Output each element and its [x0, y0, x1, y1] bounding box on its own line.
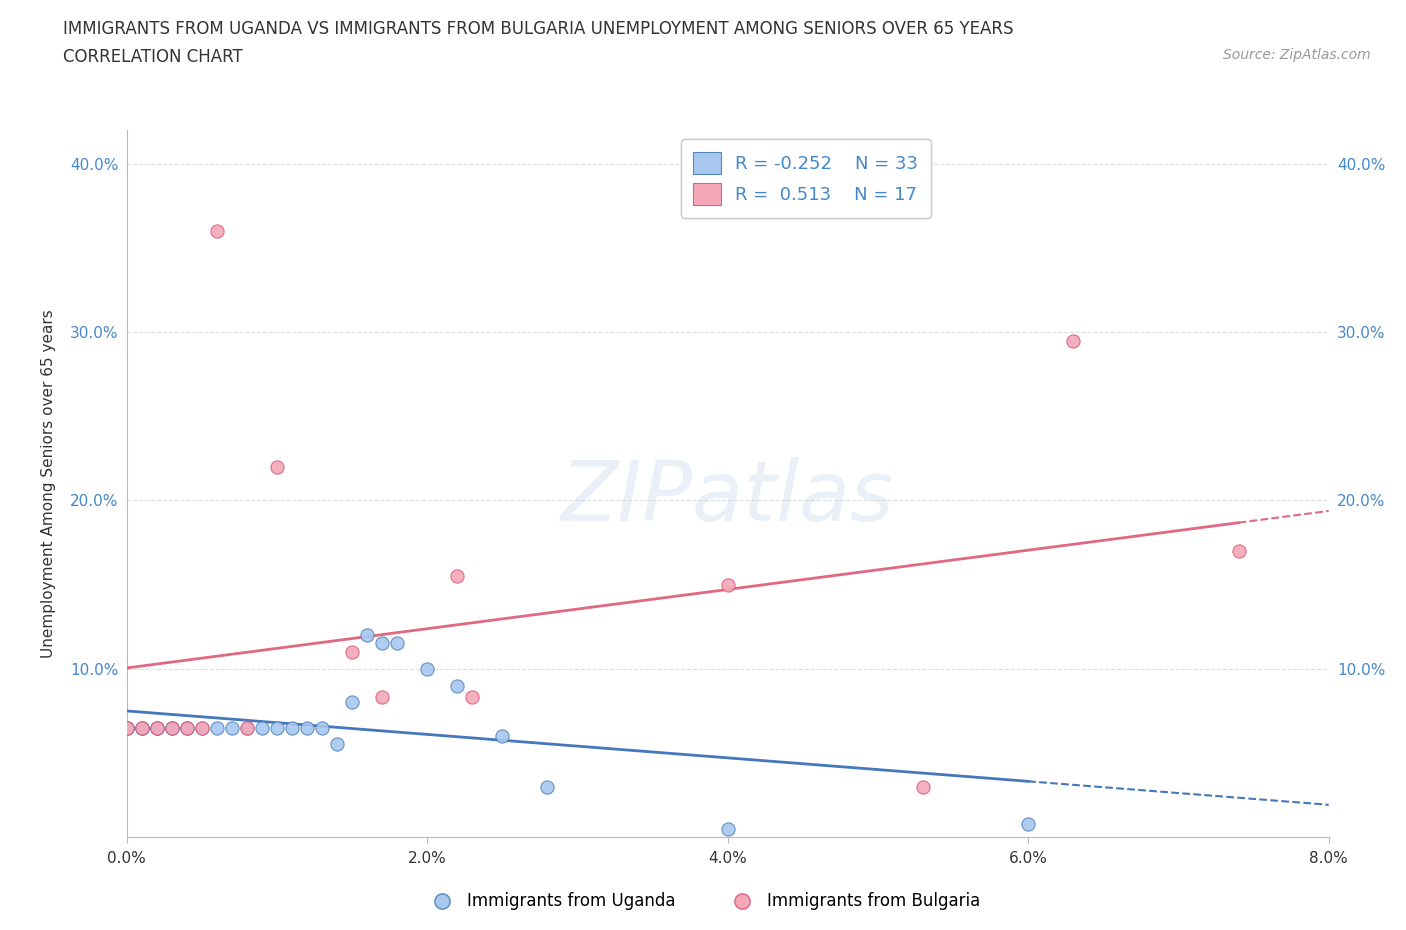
- Point: [356, 628, 378, 643]
- Point: [1017, 817, 1039, 831]
- Point: [266, 459, 288, 474]
- Point: [160, 720, 183, 735]
- Point: [250, 720, 273, 735]
- Point: [190, 720, 212, 735]
- Point: [176, 720, 198, 735]
- Point: [281, 720, 304, 735]
- Point: [461, 690, 484, 705]
- Point: [340, 644, 363, 659]
- Legend: Immigrants from Uganda, Immigrants from Bulgaria: Immigrants from Uganda, Immigrants from …: [419, 885, 987, 917]
- Text: IMMIGRANTS FROM UGANDA VS IMMIGRANTS FROM BULGARIA UNEMPLOYMENT AMONG SENIORS OV: IMMIGRANTS FROM UGANDA VS IMMIGRANTS FRO…: [63, 20, 1014, 38]
- Legend: R = -0.252    N = 33, R =  0.513    N = 17: R = -0.252 N = 33, R = 0.513 N = 17: [681, 140, 931, 218]
- Point: [131, 720, 153, 735]
- Point: [491, 728, 513, 743]
- Point: [221, 720, 243, 735]
- Point: [416, 661, 439, 676]
- Point: [716, 821, 740, 836]
- Point: [131, 720, 153, 735]
- Point: [145, 720, 167, 735]
- Point: [176, 720, 198, 735]
- Point: [145, 720, 167, 735]
- Point: [295, 720, 318, 735]
- Y-axis label: Unemployment Among Seniors over 65 years: Unemployment Among Seniors over 65 years: [41, 310, 56, 658]
- Point: [115, 720, 138, 735]
- Point: [235, 720, 259, 735]
- Point: [205, 720, 228, 735]
- Point: [371, 690, 394, 705]
- Point: [266, 720, 288, 735]
- Point: [1062, 333, 1084, 348]
- Point: [131, 720, 153, 735]
- Point: [1227, 543, 1250, 558]
- Point: [235, 720, 259, 735]
- Point: [160, 720, 183, 735]
- Point: [911, 779, 934, 794]
- Point: [190, 720, 212, 735]
- Point: [160, 720, 183, 735]
- Point: [145, 720, 167, 735]
- Text: Source: ZipAtlas.com: Source: ZipAtlas.com: [1223, 48, 1371, 62]
- Point: [131, 720, 153, 735]
- Point: [145, 720, 167, 735]
- Point: [176, 720, 198, 735]
- Point: [536, 779, 558, 794]
- Text: ZIPatlas: ZIPatlas: [561, 458, 894, 538]
- Text: CORRELATION CHART: CORRELATION CHART: [63, 48, 243, 66]
- Point: [371, 636, 394, 651]
- Point: [205, 224, 228, 239]
- Point: [446, 678, 468, 693]
- Point: [385, 636, 408, 651]
- Point: [340, 695, 363, 710]
- Point: [311, 720, 333, 735]
- Point: [115, 720, 138, 735]
- Point: [115, 720, 138, 735]
- Point: [446, 569, 468, 584]
- Point: [326, 737, 349, 751]
- Point: [716, 578, 740, 592]
- Point: [115, 720, 138, 735]
